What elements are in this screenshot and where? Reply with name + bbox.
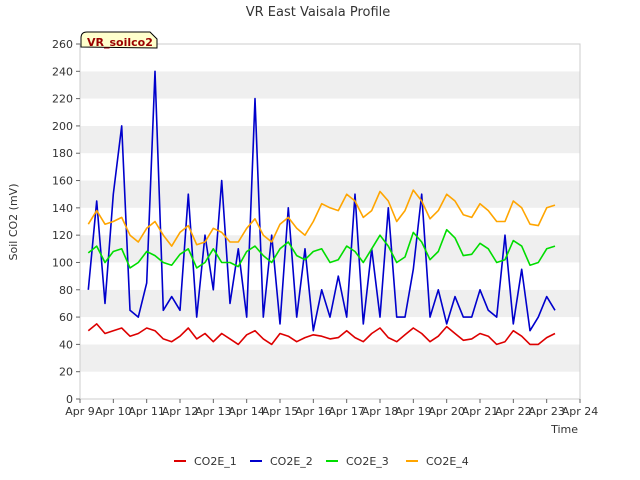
grid-band [80,344,580,372]
y-tick-label: 160 [52,175,73,188]
x-tick-label: Apr 23 [528,405,565,418]
y-axis-label: Soil CO2 (mV) [7,184,20,261]
legend-item-co2e_1: CO2E_1 [174,455,237,468]
grid-band [80,71,580,99]
plot-background [80,44,580,399]
x-tick-label: Apr 18 [362,405,399,418]
legend-item-co2e_2: CO2E_2 [250,455,313,468]
site-label-box: VR_soilco2 [80,31,158,49]
y-tick-label: 100 [52,256,73,269]
chart-title: VR East Vaisala Profile [246,5,391,20]
y-tick-label: 40 [59,338,73,351]
y-tick-label: 80 [59,284,73,297]
grid-band [80,125,580,154]
x-tick-label: Apr 16 [295,405,332,418]
legend-label: CO2E_3 [346,455,389,468]
series-lines [87,70,556,346]
grid-band [80,44,580,72]
x-tick-label: Apr 10 [95,405,132,418]
series-line-co2e_4 [87,189,556,247]
legend-item-co2e_4: CO2E_4 [406,455,469,468]
y-tick-label: 20 [59,366,73,379]
grid-band [80,98,580,126]
x-tick-label: Apr 19 [395,405,432,418]
x-tick-label: Apr 15 [262,405,299,418]
x-tick-label: Apr 11 [128,405,165,418]
x-axis-label: Time [550,423,578,436]
legend-label: CO2E_1 [194,455,237,468]
legend-label: CO2E_2 [270,455,313,468]
y-tick-label: 260 [52,38,73,51]
grid-band [80,289,580,318]
y-tick-label: 240 [52,65,73,78]
series-line-co2e_2 [87,70,556,332]
legend: CO2E_1 CO2E_2 CO2E_3 CO2E_4 [174,455,469,468]
grid-band [80,153,580,181]
y-tick-label: 60 [59,311,73,324]
y-tick-label: 200 [52,120,73,133]
y-tick-label: 120 [52,229,73,242]
y-axis: 0 20 40 60 80 100 120 140 160 180 200 220 240 260 [52,38,80,406]
y-tick-label: 0 [66,393,73,406]
x-tick-label: Apr 14 [228,405,265,418]
x-tick-label: Apr 22 [495,405,532,418]
series-line-co2e_1 [87,323,556,346]
legend-item-co2e_3: CO2E_3 [326,455,389,468]
x-tick-label: Apr 20 [428,405,465,418]
y-tick-label: 180 [52,147,73,160]
y-tick-label: 140 [52,202,73,215]
series-line-co2e_3 [87,228,556,269]
grid-band [80,235,580,263]
site-label: VR_soilco2 [87,36,153,49]
x-tick-label: Apr 21 [462,405,499,418]
plot-frame [79,43,581,400]
grid-band [80,262,580,290]
x-tick-label: Apr 13 [195,405,232,418]
grid-band [80,317,580,345]
x-tick-label: Apr 24 [562,405,599,418]
x-tick-label: Apr 17 [328,405,365,418]
grid-band [80,180,580,208]
x-tick-label: Apr 9 [65,405,95,418]
grid-band [80,371,580,399]
y-tick-label: 220 [52,93,73,106]
x-tick-label: Apr 12 [162,405,199,418]
legend-label: CO2E_4 [426,455,469,468]
